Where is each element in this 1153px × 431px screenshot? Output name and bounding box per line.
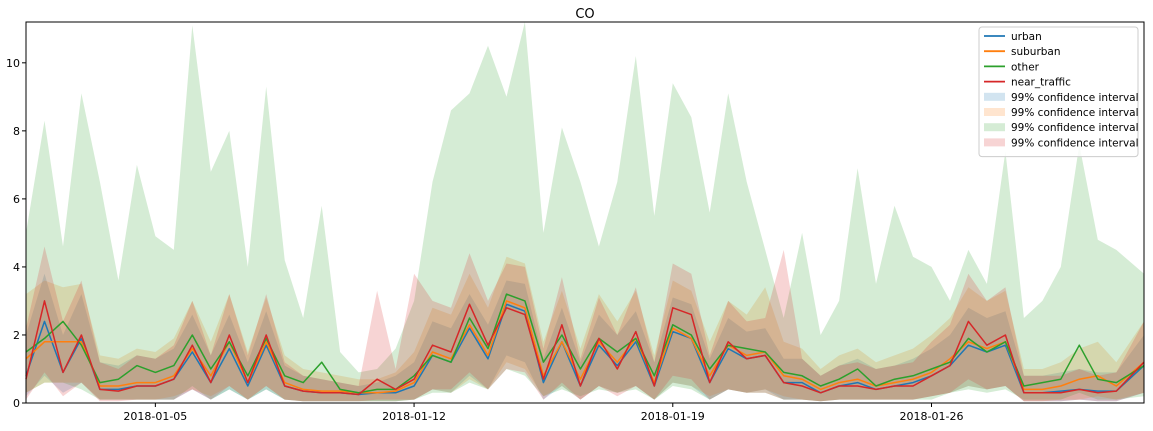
legend-swatch-ci-1 — [984, 108, 1005, 116]
legend-swatch-ci-2 — [984, 123, 1005, 132]
x-tick-label: 2018-01-19 — [641, 410, 705, 423]
y-tick-label: 4 — [13, 261, 20, 274]
x-tick-label: 2018-01-26 — [900, 410, 964, 423]
x-tick-label: 2018-01-12 — [382, 410, 446, 423]
series-line-suburban — [25, 300, 1145, 394]
series-line-other — [25, 293, 1145, 394]
x-axis: 2018-01-05 2018-01-12 2018-01-19 2018-01-26 — [123, 403, 963, 423]
legend: urban suburban other near_traffic 99% confid… — [978, 26, 1139, 158]
series-line-near-traffic — [25, 300, 1145, 396]
legend-label-ci: 99% confidence interval — [1011, 92, 1139, 104]
y-tick-label: 2 — [13, 329, 20, 342]
legend-label-suburban: suburban — [1011, 46, 1061, 58]
legend-label-urban: urban — [1011, 31, 1042, 43]
series-lines — [25, 293, 1145, 396]
legend-label-other: other — [1011, 61, 1040, 73]
y-tick-label: 0 — [13, 397, 20, 410]
y-tick-label: 10 — [6, 57, 20, 70]
legend-swatch-ci-3 — [984, 138, 1005, 147]
plot-frame — [25, 21, 1145, 404]
confidence-band-urban — [26, 273, 1144, 402]
confidence-band-suburban — [26, 256, 1144, 402]
x-tick-label: 2018-01-05 — [123, 410, 187, 423]
legend-label-ci: 99% confidence interval — [1011, 122, 1139, 134]
legend-label-ci: 99% confidence interval — [1011, 137, 1139, 149]
legend-label-near-traffic: near_traffic — [1011, 77, 1071, 89]
y-tick-label: 8 — [13, 125, 20, 138]
y-axis: 0 2 4 6 8 10 — [6, 57, 26, 410]
legend-label-ci: 99% confidence interval — [1011, 107, 1139, 119]
legend-box — [978, 26, 1139, 158]
confidence-band-other — [26, 22, 1144, 402]
chart-title: CO — [575, 7, 594, 22]
legend-swatch-ci-0 — [984, 92, 1005, 101]
y-tick-label: 6 — [13, 193, 20, 206]
